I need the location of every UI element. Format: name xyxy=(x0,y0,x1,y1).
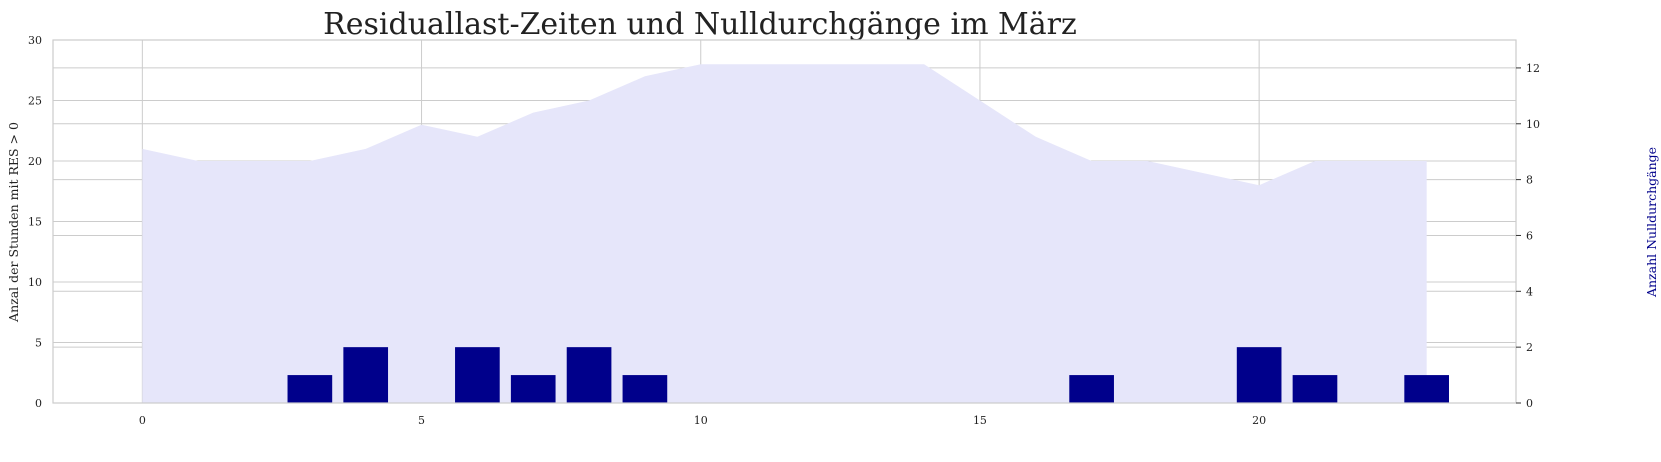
chart-title: Residuallast-Zeiten und Nulldurchgänge i… xyxy=(323,7,1077,42)
right-y-tick-label-1: 2 xyxy=(1526,341,1533,354)
right-y-tick-label-0: 0 xyxy=(1526,397,1533,410)
x-tick-label-4: 20 xyxy=(1252,414,1266,427)
bar-3 xyxy=(287,375,333,403)
plot-frame xyxy=(52,39,1517,404)
left-y-tick-label-2: 10 xyxy=(28,276,42,289)
bar-21 xyxy=(1292,375,1338,403)
x-tick-label-1: 5 xyxy=(418,414,425,427)
bar-7 xyxy=(510,375,556,403)
left-y-tick-label-4: 20 xyxy=(28,155,42,168)
right-y-tick-label-5: 10 xyxy=(1526,118,1540,131)
x-tick-label-2: 10 xyxy=(694,414,708,427)
bar-series xyxy=(287,347,1449,403)
left-y-tick-label-3: 15 xyxy=(28,216,42,229)
right-y-tick-label-4: 8 xyxy=(1526,174,1533,187)
plot-border xyxy=(52,39,1517,404)
right-y-axis-ticks: 0 2 4 6 8 10 12 xyxy=(1516,62,1540,410)
left-y-axis-ticks: 0 5 10 15 20 25 30 xyxy=(28,34,42,410)
bar-20 xyxy=(1236,347,1282,403)
left-y-tick-label-1: 5 xyxy=(35,337,42,350)
bar-23 xyxy=(1404,375,1449,403)
x-tick-label-0: 0 xyxy=(139,414,146,427)
bar-6 xyxy=(455,347,500,403)
left-y-tick-label-6: 30 xyxy=(28,34,42,47)
left-y-tick-label-5: 25 xyxy=(28,95,42,108)
bar-17 xyxy=(1069,375,1114,403)
bar-9 xyxy=(622,375,668,403)
left-y-axis-label: Anzal der Stunden mit RES > 0 xyxy=(6,122,21,323)
x-tick-label-3: 15 xyxy=(973,414,987,427)
right-y-tick-label-2: 4 xyxy=(1526,285,1533,298)
right-y-tick-label-3: 6 xyxy=(1526,229,1533,242)
area-fill xyxy=(142,64,1427,403)
left-y-tick-label-0: 0 xyxy=(35,397,42,410)
x-axis-ticks: 0 5 10 15 20 xyxy=(139,414,1266,427)
right-y-tick-label-6: 12 xyxy=(1526,62,1540,75)
bar-4 xyxy=(343,347,389,403)
area-series xyxy=(142,64,1427,403)
right-y-axis-label: Anzahl Nulldurchgänge xyxy=(1644,147,1659,298)
bar-8 xyxy=(566,347,612,403)
